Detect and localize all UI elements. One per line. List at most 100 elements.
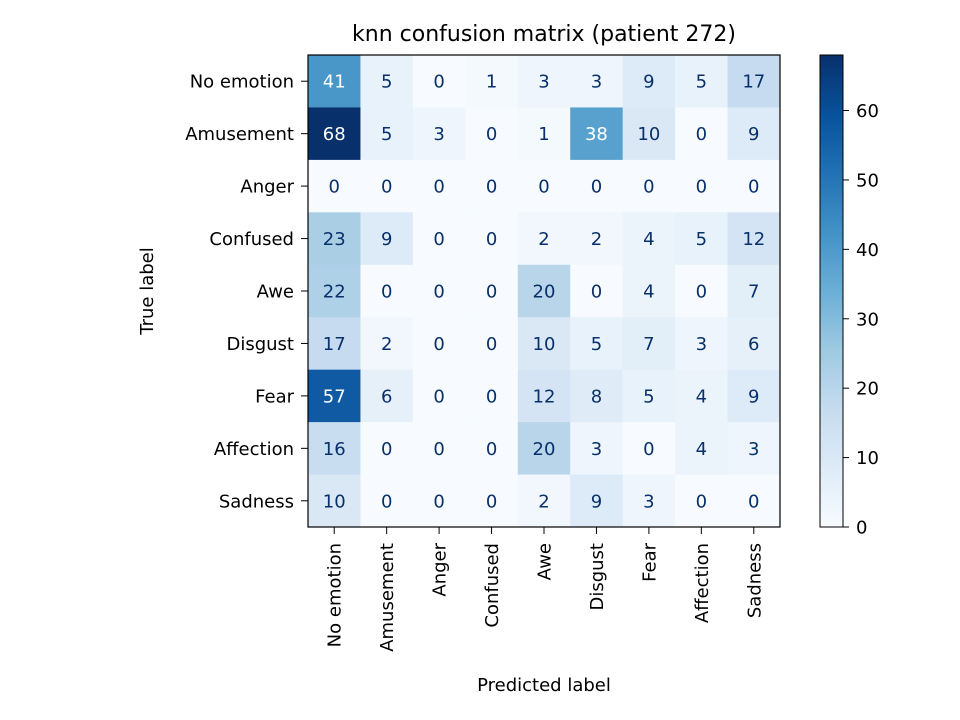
heatmap-cell [675, 474, 729, 528]
cell-value-label: 4 [696, 439, 707, 460]
cell-value-label: 38 [585, 124, 608, 145]
cell-value-label: 0 [696, 491, 707, 512]
y-tick-label: Affection [214, 439, 294, 460]
heatmap-cell [570, 264, 624, 318]
heatmap-cell [360, 107, 414, 161]
heatmap-cell [465, 107, 519, 161]
cell-value-label: 4 [643, 229, 654, 250]
cell-value-label: 0 [328, 177, 339, 198]
x-tick-label: Awe [535, 543, 556, 580]
heatmap-cell [412, 55, 466, 108]
heatmap-cell [465, 159, 519, 213]
cell-value-label: 5 [591, 334, 602, 355]
cell-value-label: 4 [643, 282, 654, 303]
colorbar-tick-label: 50 [856, 170, 879, 191]
heatmap-cell [727, 264, 781, 318]
heatmap-cell [308, 369, 361, 423]
cell-value-label: 0 [381, 439, 392, 460]
x-tick-label: Sadness [744, 543, 765, 618]
heatmap-cell [517, 212, 571, 266]
cell-value-label: 0 [643, 177, 654, 198]
heatmap-cell [675, 422, 729, 476]
cell-value-label: 0 [433, 334, 444, 355]
cell-value-label: 0 [591, 282, 602, 303]
heatmap-cell [517, 264, 571, 318]
heatmap-cell [308, 317, 361, 371]
heatmap-cell [465, 422, 519, 476]
cell-value-label: 0 [433, 282, 444, 303]
heatmap-cell [622, 159, 676, 213]
heatmap-cell [517, 159, 571, 213]
heatmap-cell [570, 317, 624, 371]
heatmap-cell [622, 212, 676, 266]
colorbar-tick-label: 40 [856, 240, 879, 261]
cell-value-label: 16 [323, 439, 346, 460]
heatmap-cell [727, 107, 781, 161]
cell-value-label: 9 [381, 229, 392, 250]
cell-value-label: 20 [533, 282, 556, 303]
y-tick-label: Fear [255, 386, 294, 407]
cell-value-label: 5 [643, 386, 654, 407]
cell-value-label: 4 [696, 386, 707, 407]
chart-title: knn confusion matrix (patient 272) [352, 22, 736, 47]
cell-value-label: 0 [433, 439, 444, 460]
cell-value-label: 2 [591, 229, 602, 250]
cell-value-label: 0 [696, 177, 707, 198]
cell-value-label: 0 [433, 491, 444, 512]
cell-value-label: 12 [533, 386, 556, 407]
heatmap-cell [308, 474, 361, 528]
x-tick-label: Disgust [587, 543, 608, 611]
heatmap-cell [308, 264, 361, 318]
x-tick-label: No emotion [325, 543, 346, 647]
cell-value-label: 9 [591, 491, 602, 512]
y-axis-label: True label [137, 247, 158, 336]
cell-value-label: 0 [748, 491, 759, 512]
cell-value-label: 3 [538, 72, 549, 93]
heatmap-cell [412, 317, 466, 371]
cell-value-label: 10 [533, 334, 556, 355]
cell-value-label: 12 [742, 229, 765, 250]
colorbar-tick-label: 10 [856, 448, 879, 469]
cell-value-label: 9 [748, 124, 759, 145]
cell-value-label: 0 [433, 177, 444, 198]
heatmap-cell [360, 264, 414, 318]
heatmap-cell [622, 317, 676, 371]
cell-value-label: 1 [486, 72, 497, 93]
heatmap-cell [675, 55, 729, 108]
cell-value-label: 2 [538, 491, 549, 512]
cell-value-label: 0 [433, 229, 444, 250]
heatmap-cell [360, 159, 414, 213]
x-axis-ticks: No emotion Amusement Anger Confused Awe Disgu… [325, 527, 765, 652]
heatmap-cell [622, 369, 676, 423]
heatmap-cell [412, 422, 466, 476]
heatmap-cell [517, 107, 571, 161]
heatmap-cell [308, 212, 361, 266]
colorbar-tick-label: 60 [856, 101, 879, 122]
cell-value-label: 7 [748, 282, 759, 303]
y-tick-label: Confused [209, 229, 294, 250]
heatmap-cell [412, 474, 466, 528]
heatmap-cell [570, 55, 624, 108]
heatmap-cell [465, 474, 519, 528]
heatmap-cell [412, 264, 466, 318]
cell-value-label: 0 [486, 282, 497, 303]
colorbar-tick-label: 20 [856, 379, 879, 400]
heatmap-cell [675, 264, 729, 318]
cell-value-label: 0 [381, 282, 392, 303]
cell-value-label: 0 [486, 177, 497, 198]
y-tick-label: Awe [257, 282, 294, 303]
cell-value-label: 1 [538, 124, 549, 145]
cell-value-label: 0 [696, 124, 707, 145]
cell-value-label: 6 [381, 386, 392, 407]
cell-value-label: 17 [323, 334, 346, 355]
cell-value-label: 0 [748, 177, 759, 198]
heatmap-cell [570, 107, 624, 161]
cell-value-label: 0 [643, 439, 654, 460]
heatmap-cell [412, 159, 466, 213]
y-axis-ticks: No emotion Amusement Anger Confused Awe Disgu… [185, 72, 308, 512]
heatmap-cell [308, 107, 361, 161]
cell-value-label: 5 [696, 72, 707, 93]
heatmap-cell [727, 55, 781, 108]
heatmap-cell [727, 369, 781, 423]
cell-value-label: 0 [696, 282, 707, 303]
